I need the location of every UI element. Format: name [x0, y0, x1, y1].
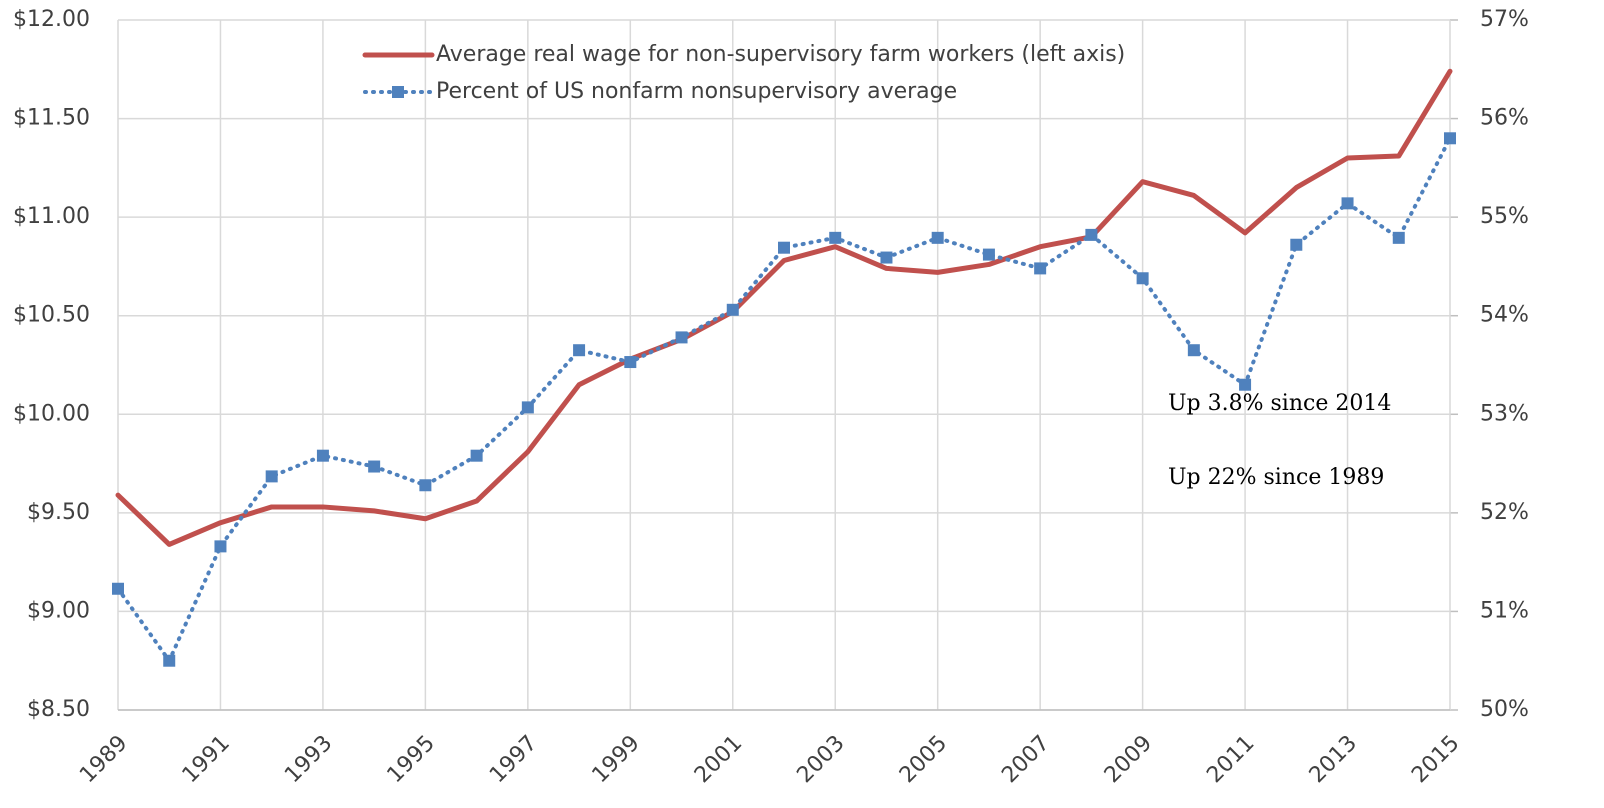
marker — [829, 231, 842, 244]
y-tick-label: $8.50 — [27, 697, 90, 722]
x-tick-label: 1999 — [588, 731, 645, 788]
x-tick-label: 2011 — [1202, 731, 1259, 788]
annotation: Up 3.8% since 2014 — [1168, 391, 1391, 416]
x-tick-label: 1997 — [485, 731, 542, 788]
marker — [419, 479, 432, 492]
y2-tick-label: 54% — [1480, 303, 1529, 328]
legend-label: Average real wage for non-supervisory fa… — [436, 42, 1125, 67]
marker — [675, 331, 688, 344]
annotation: Up 22% since 1989 — [1168, 465, 1384, 490]
y-tick-label: $11.50 — [13, 106, 90, 131]
y-tick-label: $10.00 — [13, 401, 90, 426]
marker — [1290, 238, 1303, 251]
y2-tick-label: 56% — [1480, 106, 1529, 131]
marker — [1239, 378, 1252, 391]
y-tick-label: $11.00 — [13, 204, 90, 229]
marker — [1085, 228, 1098, 241]
y-tick-label: $9.50 — [27, 500, 90, 525]
y2-tick-label: 51% — [1480, 598, 1529, 623]
x-tick-label: 2007 — [997, 731, 1054, 788]
x-tick-label: 1995 — [383, 731, 440, 788]
marker — [1341, 197, 1354, 210]
marker — [1392, 231, 1405, 244]
marker — [470, 449, 483, 462]
marker — [624, 356, 637, 369]
x-tick-label: 2009 — [1100, 731, 1157, 788]
y2-tick-label: 50% — [1480, 697, 1529, 722]
marker — [265, 470, 278, 483]
y-tick-label: $12.00 — [13, 7, 90, 32]
marker — [778, 241, 790, 254]
x-tick-label: 2001 — [690, 731, 747, 788]
y2-tick-label: 52% — [1480, 500, 1529, 525]
x-tick-label: 2015 — [1407, 731, 1464, 788]
legend-label: Percent of US nonfarm nonsupervisory ave… — [436, 79, 957, 104]
x-tick-label: 1993 — [280, 731, 337, 788]
legend-marker — [392, 86, 404, 98]
y-tick-label: $9.00 — [27, 598, 90, 623]
marker — [1136, 272, 1149, 285]
x-tick-label: 2003 — [792, 731, 849, 788]
x-tick-label: 2005 — [895, 731, 952, 788]
y-tick-label: $10.50 — [13, 303, 90, 328]
x-tick-label: 2013 — [1305, 731, 1362, 788]
marker — [931, 231, 944, 244]
marker — [1444, 132, 1456, 145]
marker — [316, 449, 329, 462]
marker — [880, 251, 893, 264]
marker — [521, 401, 534, 414]
x-tick-label: 1989 — [75, 731, 132, 788]
marker — [1187, 344, 1200, 357]
y2-tick-label: 55% — [1480, 204, 1529, 229]
y2-tick-label: 57% — [1480, 7, 1529, 32]
marker — [726, 303, 739, 316]
marker — [214, 540, 227, 553]
y2-tick-label: 53% — [1480, 401, 1529, 426]
marker — [573, 344, 586, 357]
x-tick-label: 1991 — [178, 731, 235, 788]
marker — [112, 582, 124, 595]
marker — [368, 460, 381, 473]
marker — [982, 248, 995, 261]
marker — [163, 654, 176, 667]
series-line — [115, 68, 1453, 547]
marker — [1034, 262, 1047, 275]
